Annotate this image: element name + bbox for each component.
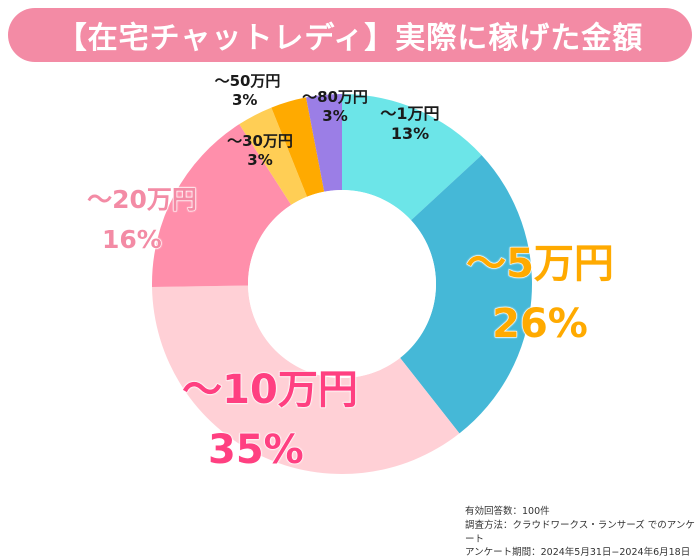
slice-label-name: 〜30万円 (227, 132, 293, 150)
title-banner: 【在宅チャットレディ】実際に稼げた金額 (8, 8, 692, 62)
label-slice-5man: 〜5万円 26% (440, 234, 640, 354)
label-slice-1man: 〜1万円 13% (370, 104, 450, 144)
slice-label-name: 〜10万円 (182, 367, 359, 414)
label-slice-80man: 〜80万円 3% (290, 88, 380, 126)
donut-slice-2 (400, 155, 532, 434)
slice-label-name: 〜1万円 (380, 104, 440, 123)
slice-label-value: 3% (247, 150, 273, 169)
slice-label-value: 35% (208, 427, 305, 474)
donut-slice-7 (306, 94, 342, 192)
slice-label-value: 3% (232, 90, 258, 109)
label-slice-10man: 〜10万円 35% (150, 360, 370, 480)
slice-label-value: 13% (390, 124, 430, 143)
label-slice-30man: 〜30万円 3% (215, 132, 305, 170)
slice-label-name: 〜50万円 (214, 72, 281, 90)
donut-slice-1 (342, 94, 482, 221)
label-slice-20man: 〜20万円 16% (62, 180, 222, 260)
slice-label-value: 3% (322, 106, 348, 125)
donut-slice-5 (239, 107, 308, 205)
label-slice-50man: 〜50万円 3% (200, 72, 295, 110)
chart-title: 【在宅チャットレディ】実際に稼げた金額 (56, 21, 644, 56)
slice-label-name: 〜5万円 (466, 241, 615, 288)
footnote-period: アンケート期間：2024年5月31日−2024年6月18日 (465, 547, 691, 559)
donut-slice-3 (152, 285, 460, 475)
donut-slice-6 (271, 97, 325, 197)
slice-label-name: 〜80万円 (302, 88, 368, 106)
slice-label-name: 〜20万円 (87, 185, 198, 215)
footnote-method: 調査方法：クラウドワークス・ランサーズ でのアンケート (465, 519, 695, 545)
footnote-responses: 有効回答数：100件 (465, 506, 550, 517)
slice-label-value: 16% (102, 225, 163, 255)
donut-hole (248, 190, 436, 378)
survey-footnote: 有効回答数：100件 調査方法：クラウドワークス・ランサーズ でのアンケート ア… (465, 505, 700, 560)
donut-slice-4 (152, 124, 292, 288)
slice-label-value: 26% (492, 301, 589, 348)
